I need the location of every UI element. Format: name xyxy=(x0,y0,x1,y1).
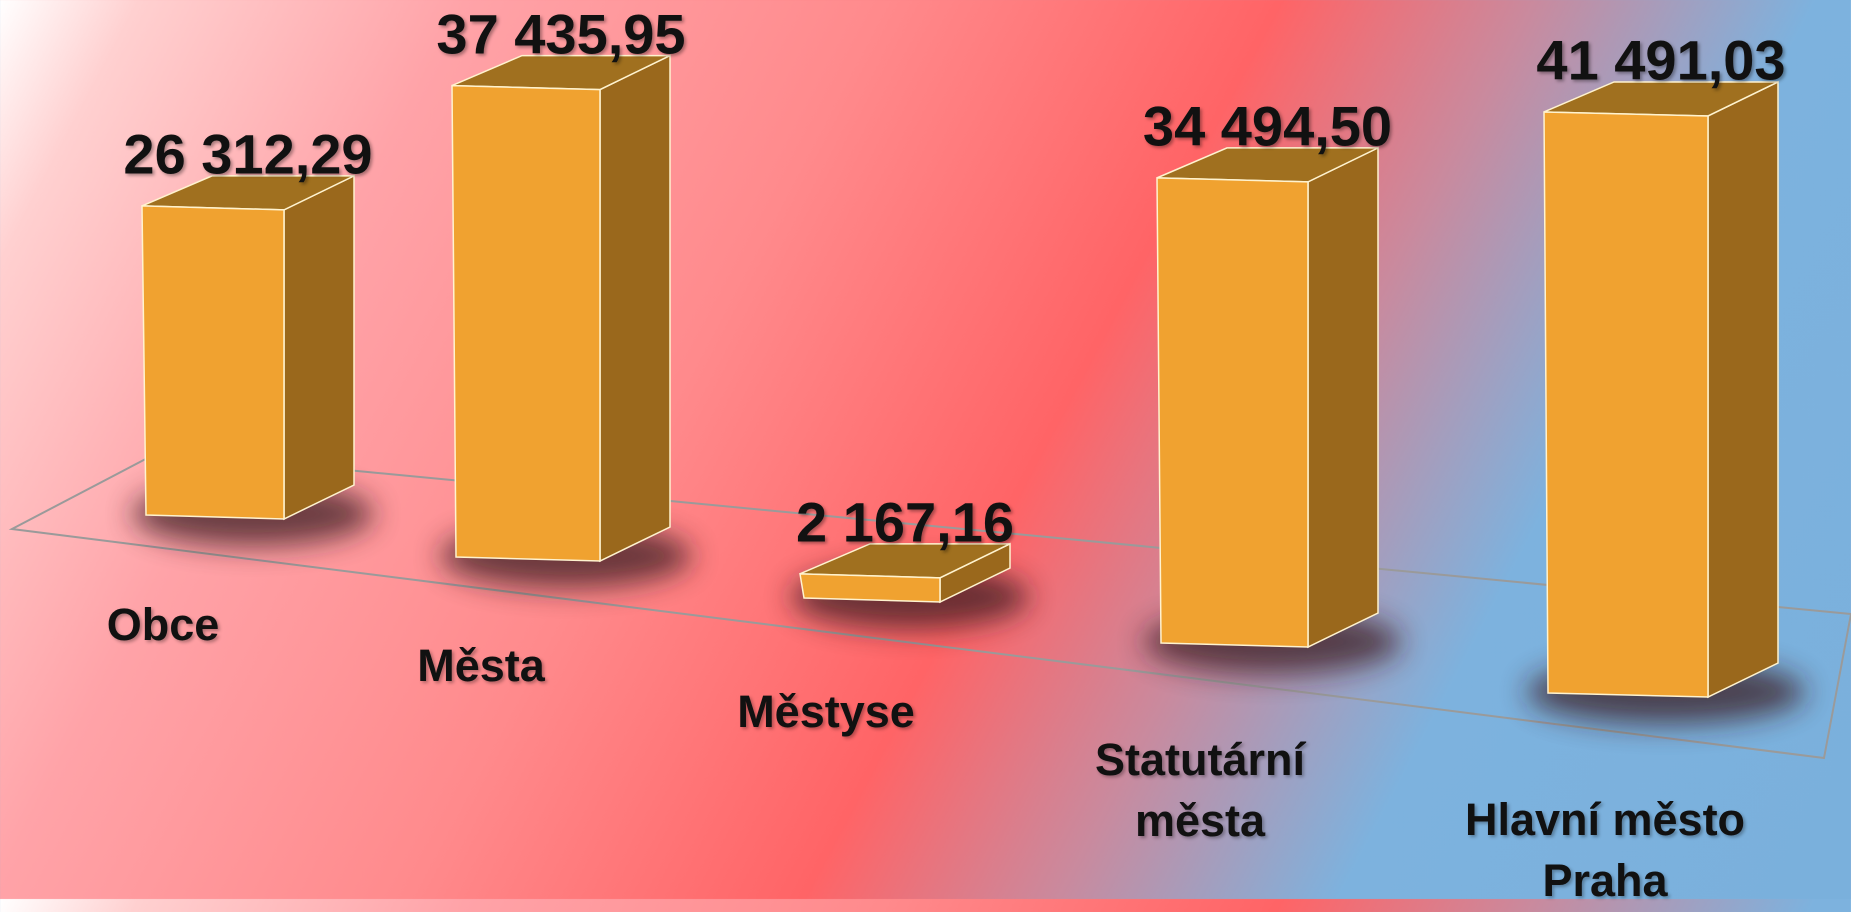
bar xyxy=(1156,146,1379,649)
category-label: Hlavní město Praha xyxy=(1464,794,1746,906)
value-label: 26 312,29 xyxy=(123,122,373,186)
category-label: Městyse xyxy=(737,686,915,737)
category-label: Statutární města xyxy=(1094,734,1305,846)
bar-side xyxy=(283,174,355,521)
category-label: Obce xyxy=(106,599,220,650)
bar-side xyxy=(599,54,671,563)
bar-front xyxy=(1156,177,1309,648)
value-label: 2 167,16 xyxy=(796,490,1014,554)
bar xyxy=(451,54,671,563)
value-label: 41 491,03 xyxy=(1536,28,1786,92)
bar-front xyxy=(1543,111,1709,698)
bar xyxy=(1543,80,1779,699)
floor xyxy=(8,450,1851,760)
bar-side xyxy=(1307,146,1379,649)
bar-front xyxy=(451,84,601,562)
bar xyxy=(799,542,1011,604)
value-label: 34 494,50 xyxy=(1142,94,1393,158)
bar-side xyxy=(1707,80,1779,699)
bar xyxy=(141,174,355,521)
bar-front xyxy=(799,573,941,603)
category-label: Města xyxy=(417,640,545,691)
value-label: 37 435,95 xyxy=(436,2,686,66)
bar-front xyxy=(141,205,285,520)
